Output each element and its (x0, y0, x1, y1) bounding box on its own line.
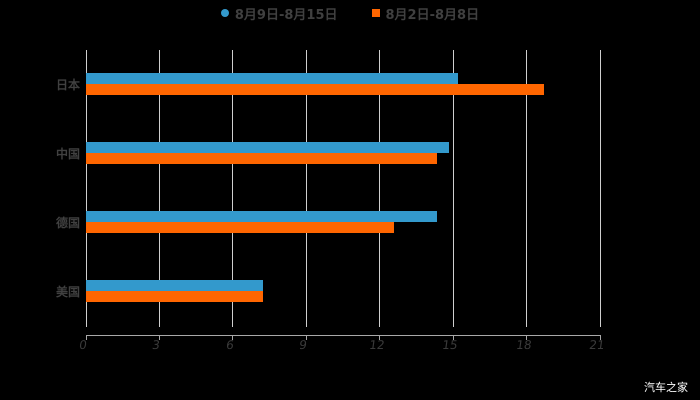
bar-aug9-15[interactable] (86, 142, 450, 153)
legend-label: 8月2日-8月8日 (385, 7, 480, 23)
gridline (85, 50, 87, 327)
category-label: 美国 (55, 285, 80, 299)
category-label: 中国 (55, 147, 80, 161)
x-tick-label: 9 (298, 338, 309, 352)
x-tick-label: 3 (151, 338, 162, 352)
x-axis-line (86, 335, 600, 336)
x-tick (452, 335, 454, 340)
x-tick-label: 12 (368, 338, 386, 352)
gridline (452, 50, 454, 327)
x-tick (599, 335, 601, 340)
bar-aug9-15[interactable] (86, 73, 459, 84)
legend-item-week-aug9-15[interactable]: 8月9日-8月15日 (220, 3, 338, 23)
gridline (158, 50, 160, 327)
bar-aug2-8[interactable] (86, 84, 544, 95)
gridline (379, 50, 381, 327)
x-tick (158, 335, 160, 340)
gridline (599, 50, 601, 327)
category-label: 德国 (55, 216, 80, 230)
watermark: 汽车之家 (644, 381, 688, 394)
legend-item-week-aug2-8[interactable]: 8月2日-8月8日 (371, 3, 480, 23)
x-tick (85, 335, 87, 340)
gridline (232, 50, 234, 327)
gridline (305, 50, 307, 327)
bar-aug2-8[interactable] (86, 291, 264, 302)
x-tick-label: 15 (441, 338, 459, 352)
x-tick (526, 335, 528, 340)
legend-circle-icon (220, 9, 229, 17)
category-label: 日本 (55, 78, 80, 92)
x-tick (305, 335, 307, 340)
chart-legend: 8月9日-8月15日 8月2日-8月8日 (0, 3, 700, 23)
bar-aug9-15[interactable] (86, 211, 438, 222)
x-tick (379, 335, 381, 340)
x-tick-label: 18 (514, 338, 533, 352)
legend-square-icon (371, 9, 380, 17)
bar-aug9-15[interactable] (86, 280, 264, 291)
x-tick-label: 6 (225, 338, 235, 352)
x-tick-label: 21 (588, 338, 606, 352)
bar-aug2-8[interactable] (86, 222, 395, 233)
x-tick-label: 0 (78, 338, 88, 352)
gridline (526, 50, 528, 327)
x-tick (232, 335, 234, 340)
bar-aug2-8[interactable] (86, 153, 438, 164)
legend-label: 8月9日-8月15日 (234, 7, 338, 23)
